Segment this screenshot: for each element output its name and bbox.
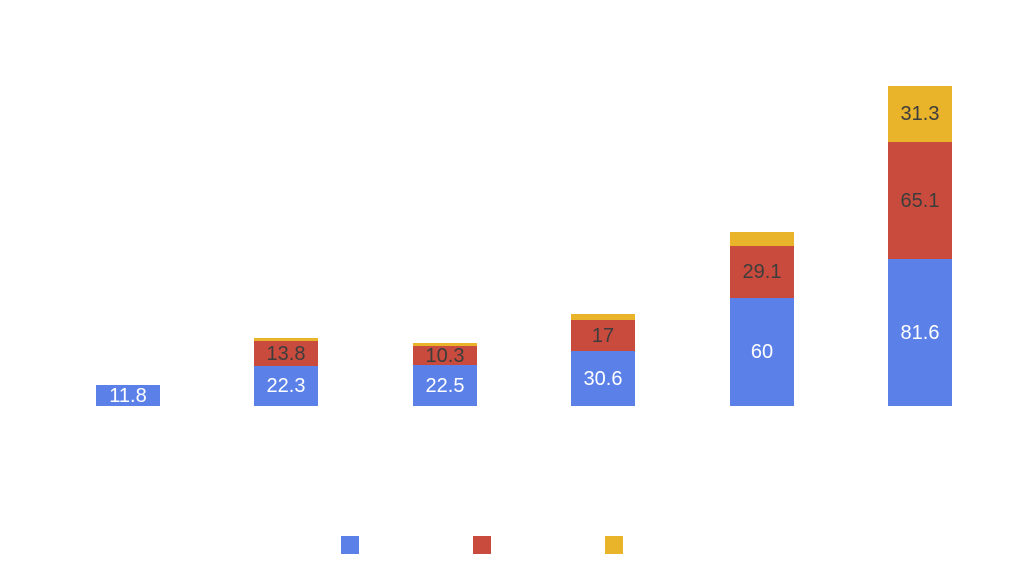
bar-segment-series-3-yellow[interactable] — [571, 314, 635, 320]
stacked-bar-4: 17 30.6 — [571, 314, 635, 406]
chart-legend — [341, 536, 623, 554]
bar-segment-series-3-yellow[interactable]: 31.3 — [888, 86, 952, 142]
legend-swatch-series-3-yellow — [605, 536, 623, 554]
stacked-bar-2: 13.8 22.3 — [254, 338, 318, 406]
stacked-bar-5: 29.1 60 — [730, 232, 794, 406]
bar-segment-series-2-red[interactable]: 13.8 — [254, 341, 318, 366]
bar-segment-series-1-blue[interactable]: 22.5 — [413, 365, 477, 406]
stacked-bar-3: 10.3 22.5 — [413, 343, 477, 406]
bar-segment-series-2-red[interactable]: 17 — [571, 320, 635, 351]
bar-segment-series-3-yellow[interactable] — [254, 338, 318, 341]
bar-segment-series-2-red[interactable]: 29.1 — [730, 246, 794, 298]
bar-segment-series-1-blue[interactable]: 60 — [730, 298, 794, 406]
bar-segment-series-2-red[interactable]: 10.3 — [413, 346, 477, 366]
legend-swatch-series-1-blue — [341, 536, 359, 554]
bar-segment-series-1-blue[interactable]: 81.6 — [888, 259, 952, 406]
legend-swatch-series-2-red — [473, 536, 491, 554]
bar-segment-series-3-yellow[interactable] — [730, 232, 794, 246]
bar-segment-series-1-blue[interactable]: 11.8 — [96, 385, 160, 406]
bar-segment-series-3-yellow[interactable] — [413, 343, 477, 346]
bar-segment-series-1-blue[interactable]: 22.3 — [254, 366, 318, 406]
stacked-bar-6: 31.3 65.1 81.6 — [888, 86, 952, 406]
bar-segment-series-1-blue[interactable]: 30.6 — [571, 351, 635, 406]
bar-segment-series-2-red[interactable]: 65.1 — [888, 142, 952, 259]
stacked-bar-1: 11.8 — [96, 385, 160, 406]
